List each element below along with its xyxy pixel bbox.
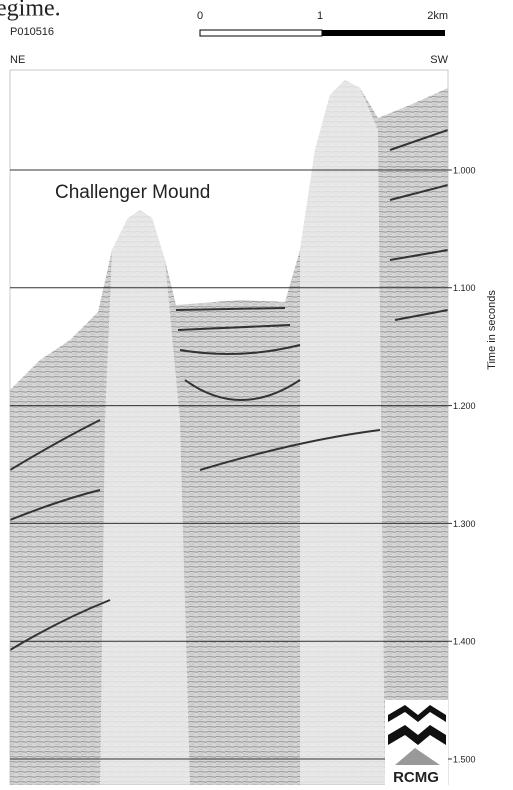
axis-title: Time in seconds: [486, 290, 498, 370]
time-tick-label: 1.000: [453, 165, 476, 175]
direction-label: NE: [10, 54, 25, 66]
scale-label: 1: [317, 10, 323, 22]
scale-bar-white: [200, 30, 322, 36]
time-tick-label: 1.500: [453, 754, 476, 764]
time-tick-label: 1.100: [453, 283, 476, 293]
mound-core: [100, 210, 190, 785]
caption-fragment: egime.: [0, 0, 61, 22]
scale-bar-black: [322, 30, 445, 36]
scale-label: 2km: [427, 10, 448, 22]
direction-label: SW: [430, 54, 448, 66]
scale-label: 0: [197, 10, 203, 22]
annotation: Challenger Mound: [55, 182, 210, 203]
logo-text: RCMG: [393, 769, 439, 785]
logo: RCMG: [385, 700, 448, 785]
mound-core: [300, 80, 385, 785]
time-tick-label: 1.200: [453, 401, 476, 411]
time-tick-label: 1.300: [453, 519, 476, 529]
figure: egime. P010516 0 1 2km NE SW 1.000 1.100 1…: [0, 0, 513, 785]
profile-id: P010516: [10, 26, 54, 38]
time-tick-label: 1.400: [453, 637, 476, 647]
